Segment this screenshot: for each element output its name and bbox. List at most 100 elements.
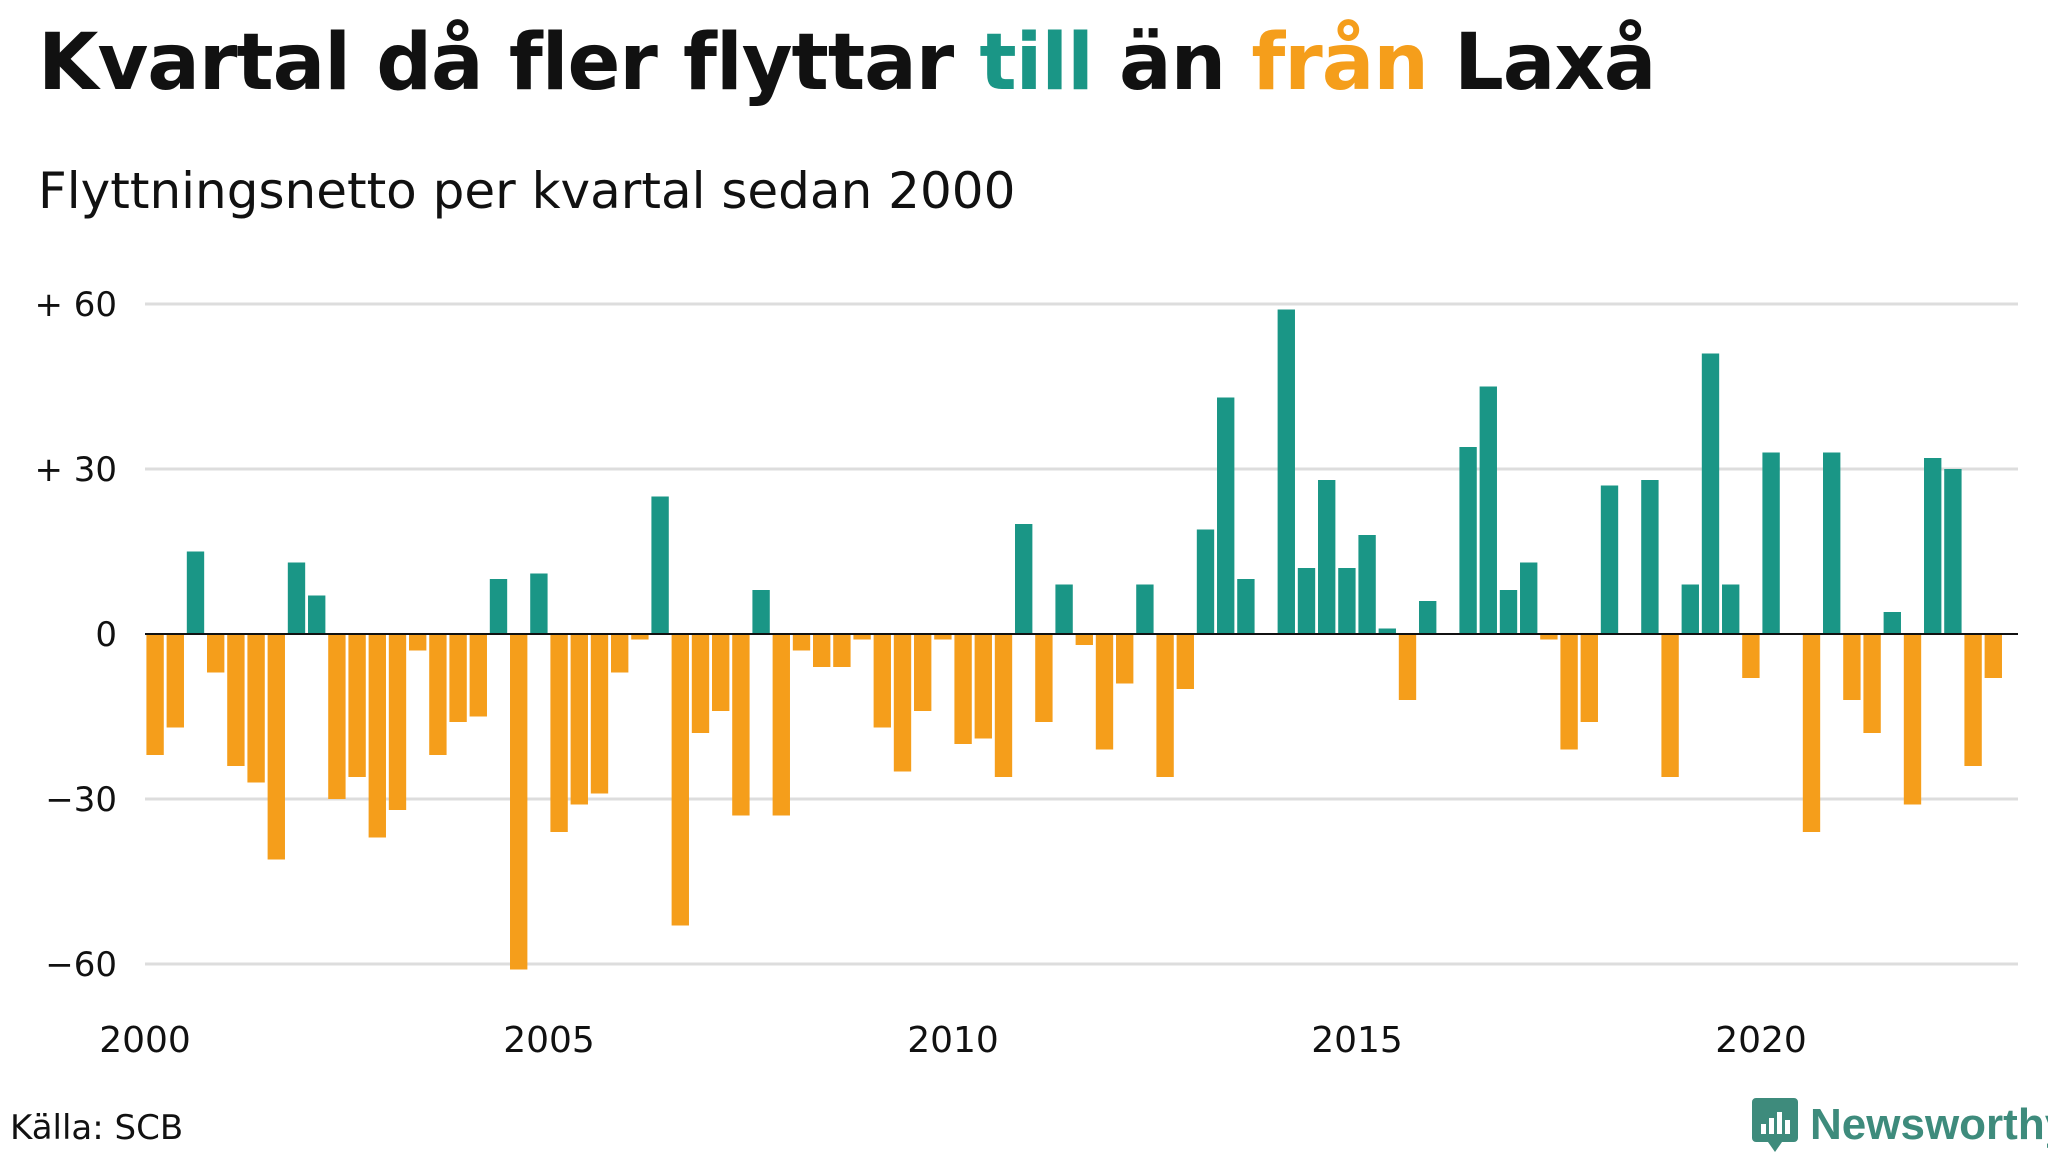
- bar: [469, 634, 487, 717]
- bar: [1863, 634, 1881, 733]
- bar: [833, 634, 851, 667]
- bar: [590, 634, 609, 794]
- title-word-till: till: [979, 18, 1093, 108]
- brand-logo: Newsworthy: [1752, 1098, 2048, 1152]
- chart-subtitle: Flyttningsnetto per kvartal sedan 2000: [38, 162, 1016, 220]
- bar: [1338, 568, 1356, 634]
- bar: [1116, 634, 1134, 684]
- bar: [1136, 584, 1154, 634]
- bar: [1015, 524, 1033, 634]
- bar: [388, 634, 407, 810]
- bar: [368, 634, 386, 838]
- bar: [1075, 634, 1093, 645]
- bar: [1318, 480, 1336, 634]
- bar: [1398, 634, 1417, 700]
- bar: [671, 634, 689, 926]
- bar: [1681, 584, 1699, 634]
- bar: [449, 634, 467, 722]
- bar: [1944, 469, 1962, 634]
- title-part-5: Laxå: [1427, 18, 1656, 108]
- bar: [1984, 634, 2002, 678]
- bar: [1196, 529, 1215, 634]
- bar: [934, 634, 952, 640]
- title-word-fran: från: [1251, 18, 1429, 108]
- bar: [227, 634, 245, 766]
- bar: [792, 634, 811, 651]
- bar: [1823, 452, 1841, 634]
- bar: [732, 634, 750, 816]
- axes: −60 −30 0 + 30 + 60 2000 2005 2010 2015 2020: [34, 285, 2018, 1061]
- bar: [429, 634, 447, 755]
- bar: [1580, 634, 1598, 722]
- bar: [1802, 634, 1821, 832]
- bar: [1055, 584, 1073, 634]
- newsworthy-logo-icon: [1752, 1098, 1798, 1152]
- y-tick-label: 0: [95, 615, 117, 655]
- chart-title: Kvartal då fler flyttar till än från Lax…: [38, 18, 1656, 108]
- bar: [570, 634, 588, 805]
- bar: [1843, 634, 1861, 700]
- bar: [1217, 397, 1235, 634]
- bar: [267, 634, 285, 860]
- bar: [328, 634, 346, 799]
- bar: [530, 573, 548, 634]
- y-tick-label: −30: [45, 780, 117, 820]
- bar: [954, 634, 972, 744]
- bar: [1237, 579, 1255, 634]
- bar: [1499, 590, 1518, 634]
- bar: [1479, 386, 1497, 634]
- bar: [1661, 634, 1679, 777]
- bar: [287, 562, 306, 634]
- bar: [186, 551, 205, 634]
- bar-chart: −60 −30 0 + 30 + 60 2000 2005 2010 2015 2020: [34, 285, 2018, 1061]
- bar: [752, 590, 770, 634]
- x-tick-label: 2000: [99, 1020, 191, 1061]
- bar: [1560, 634, 1578, 750]
- bar: [1459, 447, 1477, 634]
- bar: [1176, 634, 1194, 689]
- brand-name: Newsworthy: [1810, 1100, 2048, 1149]
- x-tick-label: 2010: [907, 1020, 999, 1061]
- bar: [308, 595, 326, 634]
- bar: [489, 579, 508, 634]
- bar: [207, 634, 225, 673]
- bar: [772, 634, 790, 816]
- bar: [1297, 568, 1316, 634]
- y-tick-label: + 60: [34, 285, 117, 325]
- bar: [893, 634, 912, 772]
- x-tick-label: 2005: [503, 1020, 595, 1061]
- bar: [166, 634, 184, 728]
- bar: [1964, 634, 1982, 766]
- bar: [994, 634, 1013, 777]
- bar: [1358, 535, 1376, 634]
- bar: [146, 634, 164, 755]
- bar: [510, 634, 528, 970]
- bar: [914, 634, 932, 711]
- bar: [1095, 634, 1114, 750]
- title-part-1: Kvartal då fler flyttar: [38, 18, 980, 108]
- bar: [1883, 612, 1901, 634]
- y-tick-label: + 30: [34, 450, 117, 490]
- bar: [611, 634, 629, 673]
- bar: [550, 634, 568, 832]
- x-tick-label: 2020: [1715, 1020, 1807, 1061]
- y-tick-label: −60: [45, 945, 117, 985]
- bar: [1378, 628, 1396, 634]
- bar: [409, 634, 427, 651]
- bar: [1924, 458, 1942, 634]
- bar: [348, 634, 366, 777]
- bar: [1742, 634, 1760, 678]
- bar: [1035, 634, 1053, 722]
- bars: [146, 309, 2002, 970]
- bar: [1520, 562, 1538, 634]
- title-part-3: än: [1092, 18, 1252, 108]
- source-note: Källa: SCB: [10, 1108, 184, 1148]
- bar: [1156, 634, 1174, 777]
- bar: [651, 496, 669, 634]
- bar: [1277, 309, 1295, 634]
- bar: [873, 634, 891, 728]
- bar: [1762, 452, 1780, 634]
- bar: [1641, 480, 1659, 634]
- bar: [712, 634, 730, 711]
- bar: [691, 634, 710, 733]
